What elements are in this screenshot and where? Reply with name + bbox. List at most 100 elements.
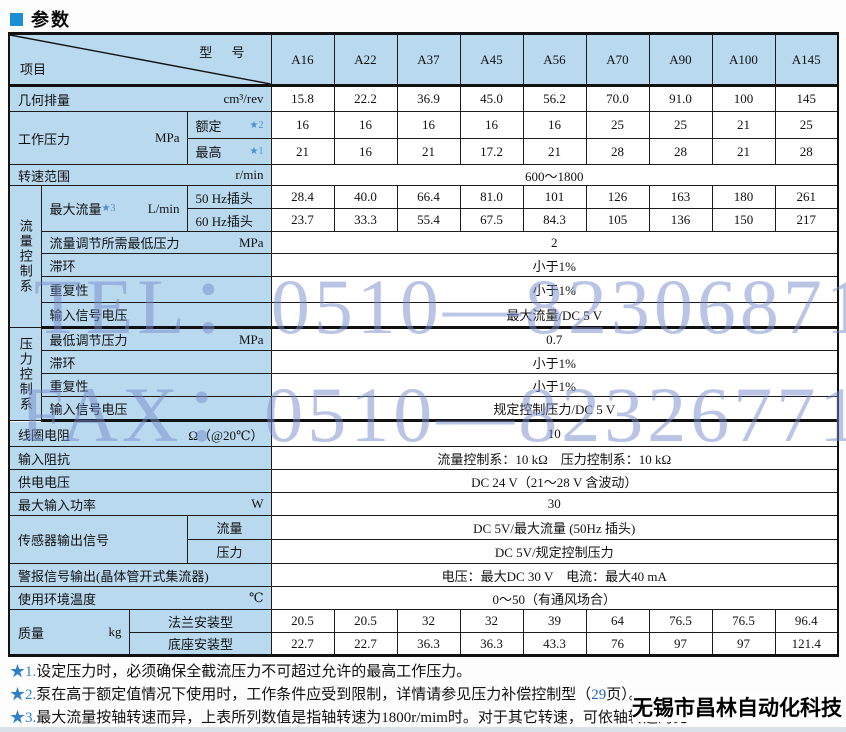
table-row: 传感器输出信号 流量 DC 5V/最大流量 (50Hz 插头) — [8, 515, 839, 564]
value-cell: 21 — [711, 111, 776, 139]
value-cell: 21 — [270, 138, 335, 165]
table-row: 重复性 小于1% — [9, 373, 839, 397]
model-column-header: A22 — [333, 33, 398, 87]
value-cell: 217 — [774, 208, 839, 232]
value-cell: 145 — [774, 85, 839, 112]
value-cell: 25 — [585, 111, 650, 139]
group-label-pressure-control: 压力控制系 — [8, 327, 42, 421]
table-row: 输入信号电压 最大流量/DC 5 V — [9, 302, 839, 329]
value-cell: 39 — [522, 609, 587, 633]
table-row: 最高 ★1 21 16 21 17.2 21 28 28 21 28 — [9, 138, 839, 165]
sub-label-flange-mount: 法兰安装型 — [128, 609, 272, 633]
row-label-sensor-output: 传感器输出信号 — [8, 515, 188, 564]
table-row: 转速范围 r/min 600～1800 — [8, 164, 839, 186]
sub-label-sensor-flow: 流量 — [186, 515, 272, 540]
value-cell: 126 — [585, 185, 650, 209]
value-cell: 21 — [522, 138, 587, 165]
model-column-header: A70 — [585, 33, 650, 87]
table-row: 输入信号电压 规定控制压力/DC 5 V — [9, 396, 839, 422]
sub-label-rated: 额定 ★2 — [186, 111, 272, 139]
value-cell: 21 — [396, 138, 461, 165]
value-cell: 15.8 — [270, 85, 335, 112]
company-watermark: 无锡市昌林自动化科技 — [632, 692, 842, 722]
value-cell: 28 — [648, 138, 713, 165]
value-cell: 10 — [270, 420, 839, 447]
value-cell: 小于1% — [270, 350, 839, 374]
table-header-row: 型 号 项目 A16 A22 A37 A45 A56 A70 A90 A100 … — [8, 33, 839, 87]
model-column-header: A16 — [270, 33, 335, 87]
row-label-flow-repeatability: 重复性 — [40, 276, 272, 303]
row-label-max-flow: 最大流量★3 L/min — [40, 185, 188, 232]
page-reference-link[interactable]: 29 — [591, 687, 607, 703]
value-cell: 25 — [774, 111, 839, 139]
page-title: 参数 — [31, 10, 71, 30]
value-cell: 25 — [648, 111, 713, 139]
value-cell: 66.4 — [396, 185, 461, 209]
row-label-supply-voltage: 供电电压 — [8, 469, 272, 493]
value-cell: 0.7 — [270, 327, 839, 351]
value-cell: 流量控制系：10 kΩ 压力控制系：10 kΩ — [270, 446, 839, 470]
value-cell: 97 — [711, 632, 776, 656]
value-cell: 小于1% — [270, 373, 839, 397]
table-row: 使用环境温度 ℃ 0～50（有通风场合） — [8, 586, 839, 610]
value-cell: 180 — [711, 185, 776, 209]
sub-label-sensor-pressure: 压力 — [186, 539, 272, 564]
value-cell: 101 — [522, 185, 587, 209]
row-label-alarm-output: 警报信号输出(晶体管开式集流器) — [8, 563, 272, 587]
table-row: 重复性 小于1% — [9, 276, 839, 303]
table-row: 供电电压 DC 24 V（21～28 V 含波动） — [8, 469, 839, 493]
value-cell: 32 — [396, 609, 461, 633]
footnote-mark: ★1. — [10, 664, 37, 680]
table-row: 几何排量 cm³/rev 15.8 22.2 36.9 45.0 56.2 70.… — [8, 85, 839, 112]
value-cell: 23.7 — [270, 208, 335, 232]
table-row: 流量控制系 最大流量★3 L/min 50 Hz插头 28.4 40.0 66.4… — [8, 185, 839, 328]
row-label-mass: 质量 kg — [8, 609, 130, 656]
footnote-2: ★2.泵在高于额定值情况下使用时，工作条件应受到限制，详情请参见压力补偿控制型（… — [10, 684, 688, 707]
model-column-header: A100 — [711, 33, 776, 87]
value-cell: 电压：最大DC 30 V 电流：最大40 mA — [270, 563, 839, 587]
diagonal-line — [10, 35, 271, 84]
value-cell: 43.3 — [522, 632, 587, 656]
value-cell: 22.2 — [333, 85, 398, 112]
value-cell: 91.0 — [648, 85, 713, 112]
value-cell: 33.3 — [333, 208, 398, 232]
corner-item-label: 项目 — [20, 62, 47, 77]
value-cell: 20.5 — [333, 609, 398, 633]
row-label-ambient-temp: 使用环境温度 ℃ — [8, 586, 272, 610]
value-cell: 105 — [585, 208, 650, 232]
value-cell: 16 — [333, 138, 398, 165]
value-cell: 76.5 — [648, 609, 713, 633]
table-row: 60 Hz插头 23.7 33.3 55.4 67.5 84.3 105 136… — [9, 208, 839, 232]
row-label-input-impedance: 输入阻抗 — [8, 446, 272, 470]
value-cell: 0～50（有通风场合） — [270, 586, 839, 610]
table-row: 工作压力 MPa 额定 ★2 16 16 16 16 16 25 25 21 25 — [8, 111, 839, 165]
row-label-min-adjust-pressure: 最低调节压力 MPa — [40, 327, 272, 351]
value-cell: 121.4 — [774, 632, 839, 656]
sub-label-base-mount: 底座安装型 — [128, 632, 272, 656]
section-bullet-icon — [10, 12, 23, 26]
row-label-flow-input-signal: 输入信号电压 — [40, 302, 272, 329]
table-row: 线圈电阻 Ω（@20℃） 10 — [8, 420, 839, 447]
value-cell: 22.7 — [270, 632, 335, 656]
value-cell: 28 — [585, 138, 650, 165]
value-cell: 261 — [774, 185, 839, 209]
value-cell: 36.3 — [396, 632, 461, 656]
value-cell: DC 24 V（21～28 V 含波动） — [270, 469, 839, 493]
value-cell: 28.4 — [270, 185, 335, 209]
corner-model-label: 型 号 — [199, 45, 253, 60]
table-row: 压力 DC 5V/规定控制压力 — [9, 539, 839, 564]
value-cell: 163 — [648, 185, 713, 209]
value-cell: 22.7 — [333, 632, 398, 656]
value-cell: 最大流量/DC 5 V — [270, 302, 839, 329]
value-cell: 97 — [648, 632, 713, 656]
spec-table: 型 号 项目 A16 A22 A37 A45 A56 A70 A90 A100 … — [8, 32, 839, 657]
value-cell: 16 — [522, 111, 587, 139]
value-cell: 16 — [459, 111, 524, 139]
model-column-header: A145 — [774, 33, 839, 87]
value-cell: 70.0 — [585, 85, 650, 112]
row-label-displacement: 几何排量 cm³/rev — [8, 85, 272, 112]
value-cell: 16 — [333, 111, 398, 139]
value-cell: 36.3 — [459, 632, 524, 656]
value-cell: 56.2 — [522, 85, 587, 112]
value-cell: 67.5 — [459, 208, 524, 232]
